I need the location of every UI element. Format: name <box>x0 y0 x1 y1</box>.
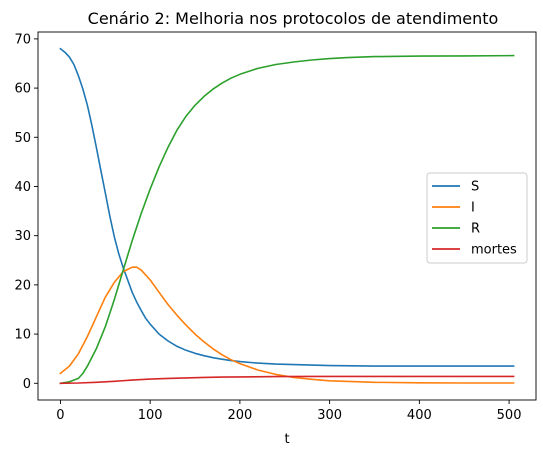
series-line-R <box>59 54 515 385</box>
x-tick-label: 0 <box>56 408 64 423</box>
x-axis-label: t <box>284 432 289 447</box>
series-line-mortes <box>59 375 515 385</box>
x-tick-label: 200 <box>227 408 252 423</box>
x-tick-label: 500 <box>497 408 522 423</box>
y-tick-label: 10 <box>14 328 31 343</box>
x-tick-label: 400 <box>407 408 432 423</box>
y-tick-label: 60 <box>14 82 31 97</box>
legend-label-S: S <box>471 180 479 195</box>
legend-label-R: R <box>471 222 480 237</box>
y-tick-label: 30 <box>14 229 31 244</box>
x-tick-label: 100 <box>138 408 163 423</box>
x-tick-label: 300 <box>317 408 342 423</box>
y-tick-label: 0 <box>23 377 31 392</box>
legend-box <box>426 172 528 264</box>
legend-label-mortes: mortes <box>471 243 517 258</box>
legend-label-I: I <box>471 201 475 216</box>
chart-title: Cenário 2: Melhoria nos protocolos de at… <box>88 9 499 28</box>
series-line-S <box>59 47 515 367</box>
y-tick-label: 50 <box>14 131 31 146</box>
series-line-I <box>59 266 515 384</box>
y-tick-label: 70 <box>14 32 31 47</box>
plot-frame <box>37 31 537 401</box>
y-tick-label: 20 <box>14 278 31 293</box>
y-tick-label: 40 <box>14 180 31 195</box>
